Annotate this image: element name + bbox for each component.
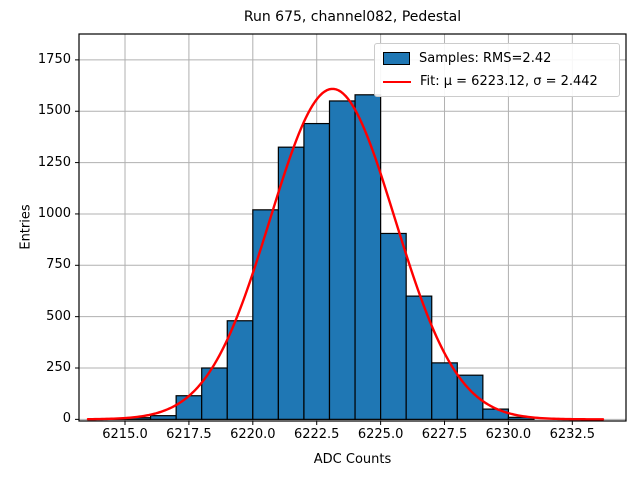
x-tick-label: 6215.0 <box>102 427 148 442</box>
x-tick-label: 6220.0 <box>230 427 276 442</box>
histogram-bar <box>328 100 356 420</box>
histogram-bar <box>252 209 279 420</box>
x-axis-label: ADC Counts <box>313 452 392 467</box>
samples-swatch-icon <box>383 52 410 65</box>
y-tick-label: 1500 <box>37 103 71 119</box>
y-tick-label: 250 <box>46 360 71 375</box>
histogram-bar <box>431 362 458 420</box>
legend: Samples: RMS=2.42 Fit: μ = 6223.12, σ = … <box>374 43 620 97</box>
legend-item-samples: Samples: RMS=2.42 <box>383 47 611 70</box>
legend-item-fit: Fit: μ = 6223.12, σ = 2.442 <box>383 70 611 93</box>
y-tick-label: 750 <box>46 257 71 273</box>
histogram-bar <box>380 232 407 420</box>
y-tick-label: 1250 <box>37 154 71 170</box>
plot-spines <box>78 33 627 422</box>
x-tick-label: 6232.5 <box>549 427 596 442</box>
histogram-bar <box>149 415 177 420</box>
fit-curve <box>86 87 605 421</box>
y-tick-label: 1750 <box>37 51 71 67</box>
plot-area <box>75 33 627 425</box>
histogram-bar <box>175 395 203 420</box>
legend-samples-label: Samples: RMS=2.42 <box>419 51 552 66</box>
x-tick-label: 6217.5 <box>166 427 212 442</box>
y-tick-label: 0 <box>62 411 71 427</box>
y-tick-label: 1000 <box>37 205 71 221</box>
x-tick-label: 6227.5 <box>421 427 468 442</box>
x-tick-label: 6225.0 <box>357 427 404 442</box>
x-tick-label: 6222.5 <box>293 427 340 442</box>
x-tick-label: 6230.0 <box>485 427 532 442</box>
histogram-bar <box>277 146 305 420</box>
legend-fit-label: Fit: μ = 6223.12, σ = 2.442 <box>420 74 598 89</box>
histogram-bar <box>226 320 254 420</box>
fit-line-swatch-icon <box>383 80 411 83</box>
y-axis-label: Entries <box>18 204 34 250</box>
histogram-bar <box>303 122 331 420</box>
histogram-bar <box>354 94 382 420</box>
y-tick-label: 500 <box>46 308 71 324</box>
chart-title: Run 675, channel082, Pedestal <box>243 9 462 25</box>
histogram-bar <box>482 408 510 420</box>
